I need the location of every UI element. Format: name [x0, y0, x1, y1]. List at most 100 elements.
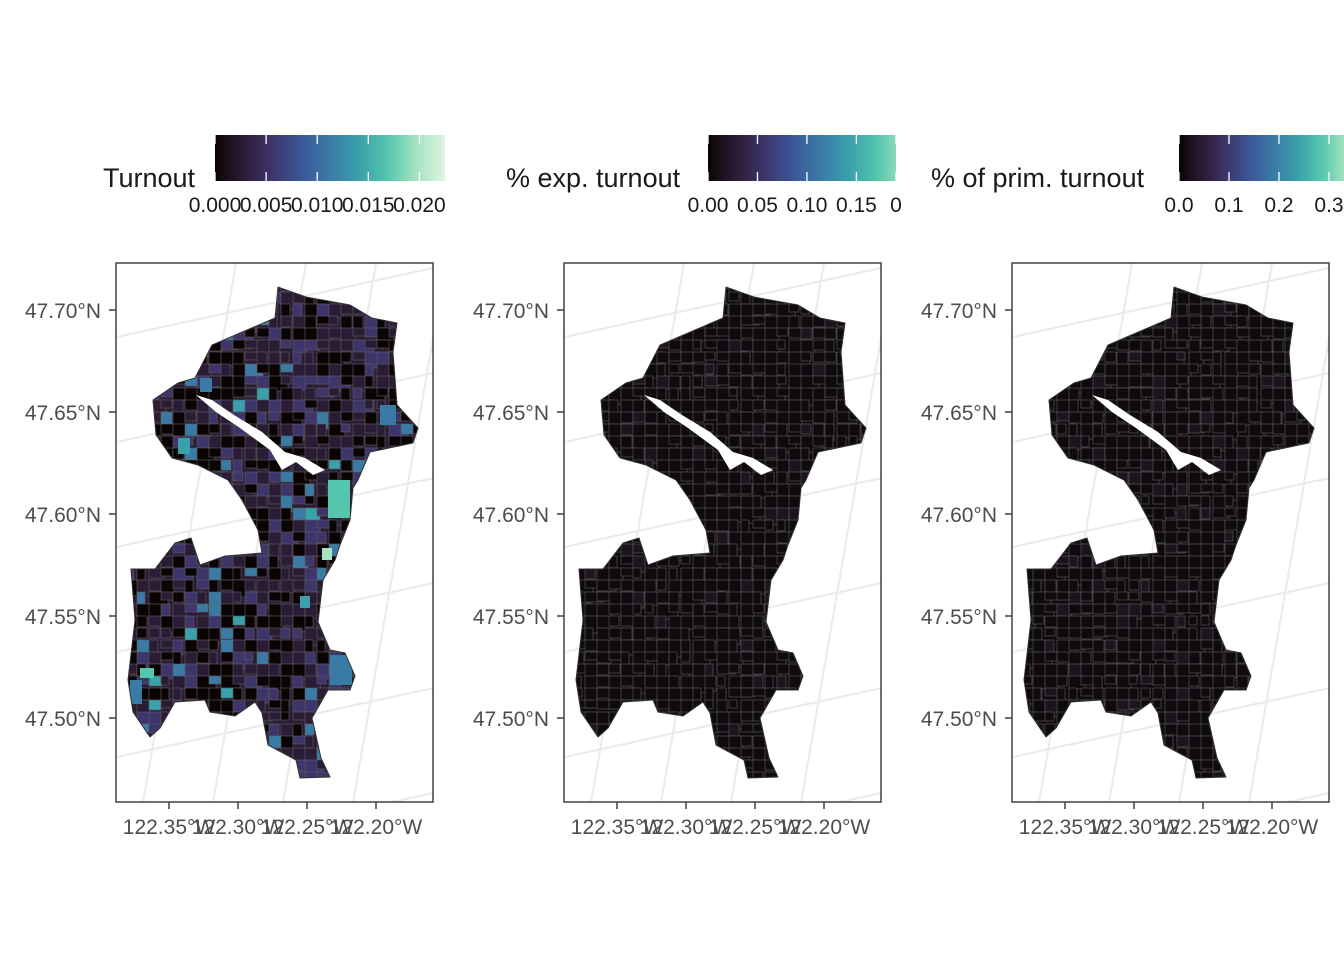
tract	[776, 519, 786, 532]
tract	[680, 387, 691, 402]
water-channel	[644, 395, 773, 475]
tract	[716, 363, 729, 377]
y-tick-label: 47.55°N	[921, 606, 997, 629]
colorbar-tick-label: 0.15	[836, 194, 877, 217]
tract	[256, 351, 268, 366]
tract	[656, 567, 667, 581]
colorbar-tick-label: 0.015	[342, 194, 395, 217]
tract	[280, 627, 291, 639]
tract	[644, 375, 654, 390]
tract	[1176, 531, 1189, 543]
tract	[824, 351, 837, 363]
tract	[1092, 651, 1107, 663]
tract	[400, 423, 414, 435]
tract	[316, 531, 327, 544]
tract	[1164, 591, 1178, 602]
tract	[328, 471, 339, 481]
y-tick-label: 47.70°N	[473, 300, 549, 323]
tract	[268, 471, 282, 483]
tract	[776, 663, 791, 675]
tract	[1200, 363, 1212, 376]
tract	[716, 675, 726, 687]
y-axis: 47.70°N 47.65°N 47.60°N 47.55°N 47.50°N	[25, 300, 116, 731]
tract	[1056, 675, 1068, 687]
tract	[280, 591, 291, 603]
tract	[1164, 675, 1178, 689]
tract-highlight	[178, 438, 190, 454]
tract	[668, 651, 678, 666]
tract	[304, 663, 317, 677]
tract	[668, 339, 682, 351]
map-panel-exp-turnout: 47.70°N 47.65°N 47.60°N 47.55°N 47.50°N …	[473, 262, 882, 839]
tract	[244, 459, 258, 469]
tract	[620, 411, 634, 424]
tract	[1152, 687, 1164, 700]
tract	[160, 627, 172, 639]
tract	[292, 627, 303, 639]
y-tick-label: 47.70°N	[921, 300, 997, 323]
tract	[256, 495, 268, 508]
tract	[704, 471, 719, 483]
tract	[1224, 519, 1239, 531]
colorbar	[215, 135, 445, 181]
legend-title: Turnout	[103, 163, 196, 193]
x-tick-label: 122.35°W	[123, 816, 216, 839]
tract	[304, 615, 314, 628]
tract	[1024, 675, 1033, 685]
tract	[1188, 699, 1200, 713]
tract	[280, 375, 292, 385]
tract	[328, 315, 339, 326]
tract	[1044, 579, 1057, 593]
tract	[764, 483, 778, 493]
tract	[352, 387, 363, 399]
tract	[1224, 471, 1235, 481]
tract	[280, 327, 292, 341]
tract	[148, 651, 162, 665]
tract	[1200, 663, 1214, 676]
tract	[268, 411, 280, 421]
tract	[1176, 423, 1189, 435]
tract	[1080, 591, 1093, 602]
tract	[716, 579, 730, 592]
tract	[148, 699, 162, 711]
tract	[1272, 363, 1287, 375]
tract	[740, 747, 755, 758]
tract	[740, 711, 754, 722]
tract	[752, 423, 765, 437]
tract	[1200, 687, 1211, 698]
tract	[244, 567, 259, 577]
tract	[1128, 579, 1140, 591]
tract	[1032, 639, 1046, 654]
colorbar-tick-label: 0.0	[1164, 194, 1193, 217]
tract	[620, 435, 633, 449]
tract	[244, 615, 256, 629]
tract	[584, 567, 596, 580]
tract	[340, 351, 352, 363]
tract	[800, 351, 812, 362]
colorbar-tick-label: 0.005	[240, 194, 293, 217]
tract	[232, 567, 242, 581]
tract	[656, 651, 670, 666]
tract	[340, 459, 353, 472]
tract	[1152, 663, 1165, 678]
tract	[292, 435, 304, 445]
tract	[1128, 651, 1141, 661]
tract	[184, 411, 197, 422]
tract	[280, 435, 293, 447]
tract	[752, 675, 764, 690]
tract	[656, 615, 667, 629]
tract	[800, 447, 810, 462]
tract	[740, 483, 753, 495]
tract	[1104, 639, 1117, 651]
tract	[668, 435, 682, 445]
tract	[632, 567, 642, 579]
tract	[1044, 711, 1055, 722]
colorbar-tick-label: 0.000	[189, 194, 242, 217]
tract	[244, 651, 254, 661]
tract	[752, 399, 765, 411]
tract	[716, 375, 730, 386]
colorbar-tick-label: 0.020	[393, 194, 446, 217]
x-tick-label: 122.35°W	[1019, 816, 1112, 839]
